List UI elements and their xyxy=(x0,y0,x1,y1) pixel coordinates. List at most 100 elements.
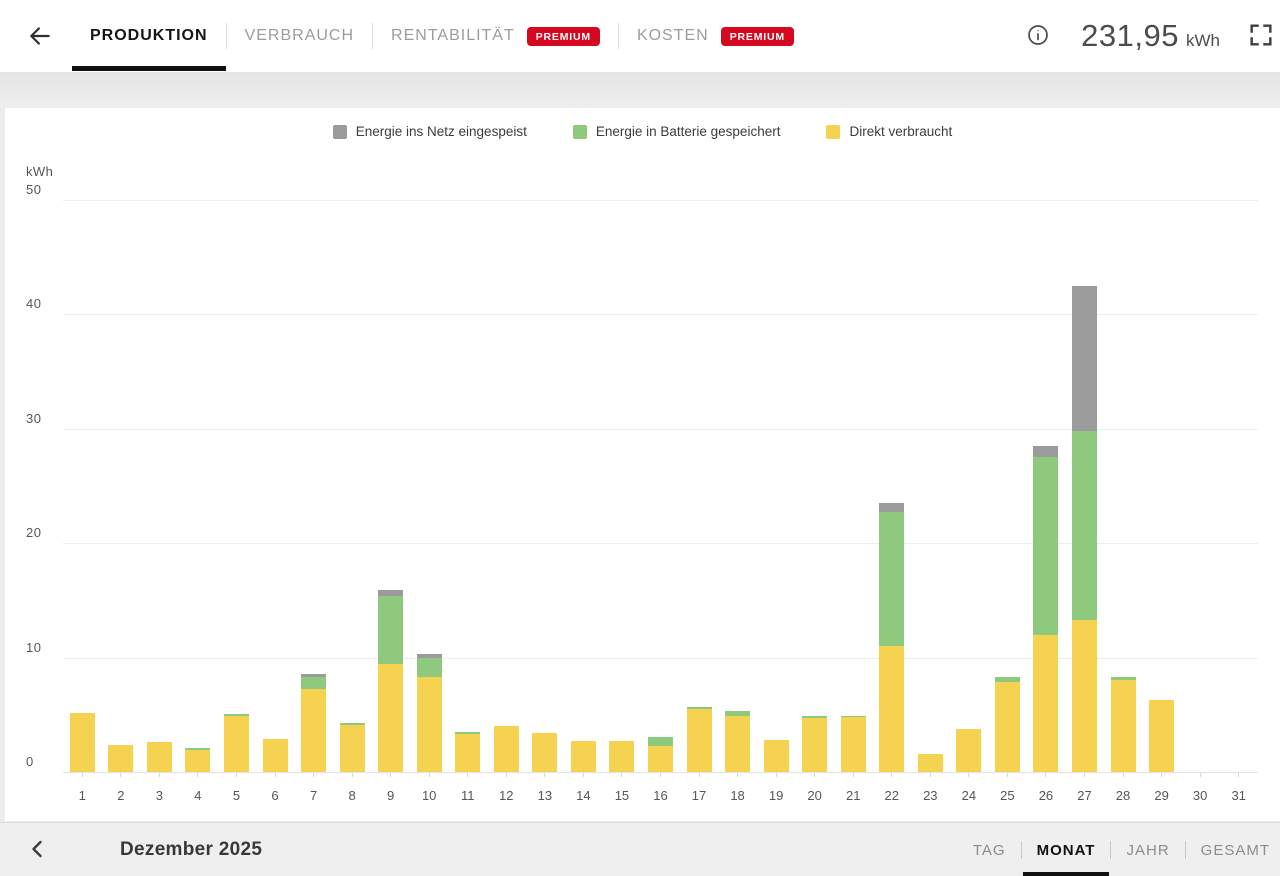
range-tabs: TAG MONAT JAHR GESAMT xyxy=(971,823,1272,876)
stacked-bar-day-6[interactable] xyxy=(262,738,288,772)
stacked-bar-day-9[interactable] xyxy=(378,590,404,772)
main-tabs: PRODUKTION VERBRAUCH RENTABILITÄT PREMIU… xyxy=(72,0,794,72)
x-tick xyxy=(698,772,700,777)
x-tick xyxy=(968,772,970,777)
tab-verbrauch-label: VERBRAUCH xyxy=(244,27,355,44)
range-tab-separator xyxy=(1110,841,1112,859)
total-production-readout: 231,95 kWh xyxy=(1081,18,1220,54)
stacked-bar-day-2[interactable] xyxy=(108,744,134,772)
tab-produktion-label: PRODUKTION xyxy=(90,27,208,44)
x-tick xyxy=(891,772,893,777)
range-tab-tag[interactable]: TAG xyxy=(971,823,1008,876)
x-axis-label: 19 xyxy=(768,788,784,803)
back-button[interactable] xyxy=(24,20,56,52)
y-tick-label: 0 xyxy=(26,754,34,769)
tab-kosten[interactable]: KOSTEN PREMIUM xyxy=(637,0,794,72)
premium-badge: PREMIUM xyxy=(526,26,600,46)
range-tab-jahr[interactable]: JAHR xyxy=(1124,823,1171,876)
bar-slot xyxy=(680,200,719,772)
info-icon xyxy=(1028,25,1049,45)
stacked-bar-day-1[interactable] xyxy=(69,712,95,772)
stacked-bar-day-29[interactable] xyxy=(1149,699,1175,772)
stacked-bar-day-15[interactable] xyxy=(609,741,635,772)
stacked-bar-day-13[interactable] xyxy=(532,733,558,772)
x-axis-label: 5 xyxy=(232,788,241,803)
x-tick xyxy=(428,772,430,777)
stacked-bar-day-3[interactable] xyxy=(146,742,172,772)
range-tab-separator xyxy=(1184,841,1186,859)
x-tick-slot xyxy=(757,772,796,778)
stacked-bar-day-11[interactable] xyxy=(455,731,481,772)
range-tab-monat[interactable]: MONAT xyxy=(1022,823,1110,876)
bar-segment xyxy=(840,715,866,718)
stacked-bar-day-5[interactable] xyxy=(223,713,249,772)
legend-item: Energie in Batterie gespeichert xyxy=(572,124,781,139)
bar-segment xyxy=(416,657,442,678)
stacked-bar-day-22[interactable] xyxy=(879,503,905,772)
x-axis-label: 12 xyxy=(499,788,514,803)
tab-verbrauch[interactable]: VERBRAUCH xyxy=(245,0,354,72)
stacked-bar-day-14[interactable] xyxy=(570,741,596,772)
stacked-bar-day-27[interactable] xyxy=(1071,285,1097,772)
stacked-bar-day-7[interactable] xyxy=(301,673,327,772)
tab-kosten-label: KOSTEN xyxy=(636,27,709,44)
x-tick-slot xyxy=(872,772,911,778)
bar-segment xyxy=(956,728,982,772)
stacked-bar-day-25[interactable] xyxy=(994,677,1020,772)
gridline xyxy=(63,428,1258,430)
bar-slot xyxy=(872,200,911,772)
bar-segment xyxy=(185,750,211,772)
legend-label: Energie in Batterie gespeichert xyxy=(595,124,781,139)
stacked-bar-day-24[interactable] xyxy=(956,728,982,772)
stacked-bar-day-28[interactable] xyxy=(1110,677,1136,772)
x-tick xyxy=(390,772,392,777)
bar-segment xyxy=(1071,619,1097,772)
x-tick xyxy=(852,772,854,777)
bar-slot xyxy=(911,200,950,772)
gridline xyxy=(63,657,1258,659)
period-selector-bar: Dezember 2025 TAG MONAT JAHR GESAMT xyxy=(0,822,1280,876)
stacked-bar-day-16[interactable] xyxy=(647,736,673,772)
bar-segment xyxy=(879,503,905,513)
x-axis-label: 3 xyxy=(155,788,163,803)
stacked-bar-day-20[interactable] xyxy=(802,715,828,772)
stacked-bar-day-21[interactable] xyxy=(840,715,866,772)
x-axis-label: 24 xyxy=(961,788,977,803)
bar-segment xyxy=(917,753,943,772)
bar-segment xyxy=(146,742,172,772)
x-axis-label: 9 xyxy=(387,788,395,803)
bar-segment xyxy=(686,706,712,710)
tab-produktion[interactable]: PRODUKTION xyxy=(72,0,226,72)
x-axis-label: 6 xyxy=(271,788,279,803)
bar-segment xyxy=(69,712,95,772)
stacked-bar-day-12[interactable] xyxy=(493,726,519,772)
tab-rentabilitaet[interactable]: RENTABILITÄT PREMIUM xyxy=(391,0,600,72)
stacked-bar-day-17[interactable] xyxy=(686,706,712,772)
x-tick-slot xyxy=(487,772,526,778)
x-axis-label: 8 xyxy=(348,788,356,803)
stacked-bar-day-23[interactable] xyxy=(917,753,943,772)
y-tick-label: 50 xyxy=(26,182,42,197)
x-axis-label: 7 xyxy=(309,788,318,803)
range-tab-gesamt[interactable]: GESAMT xyxy=(1199,823,1272,876)
stacked-bar-day-10[interactable] xyxy=(416,654,442,772)
stacked-bar-day-4[interactable] xyxy=(185,747,211,772)
legend-swatch xyxy=(826,124,841,139)
fullscreen-button[interactable] xyxy=(1246,21,1276,51)
bar-slot xyxy=(333,200,372,772)
previous-period-button[interactable] xyxy=(24,836,52,864)
bar-segment xyxy=(378,664,404,772)
stacked-bar-day-18[interactable] xyxy=(725,711,751,772)
chart-legend: Energie ins Netz eingespeist Energie in B… xyxy=(5,124,1280,139)
x-axis-label: 17 xyxy=(691,788,707,803)
stacked-bar-day-26[interactable] xyxy=(1033,445,1059,772)
tab-rentabilitaet-label: RENTABILITÄT xyxy=(391,27,515,44)
bar-slot xyxy=(371,200,410,772)
x-tick-slot xyxy=(102,772,141,778)
info-button[interactable] xyxy=(1025,23,1051,49)
stacked-bar-day-19[interactable] xyxy=(763,739,789,772)
bar-segment xyxy=(725,715,751,772)
x-axis-label: 10 xyxy=(421,788,437,803)
stacked-bar-day-8[interactable] xyxy=(339,722,365,772)
